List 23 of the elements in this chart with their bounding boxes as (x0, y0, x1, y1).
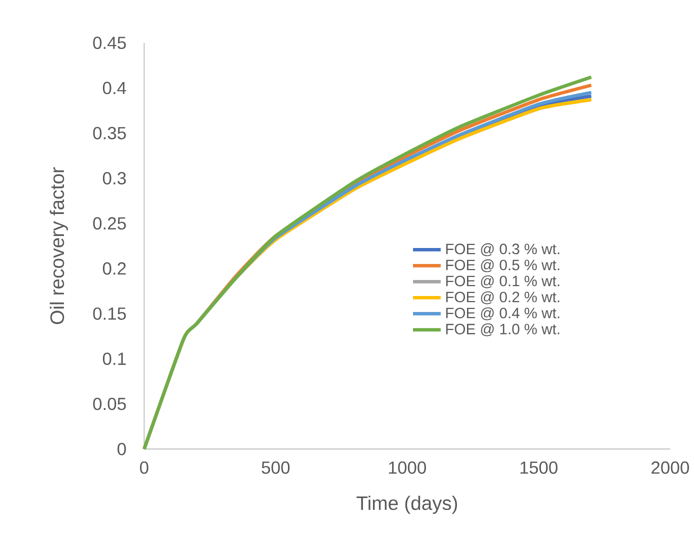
x-tick-label: 500 (262, 461, 290, 474)
y-tick-label: 0.2 (102, 262, 126, 275)
y-tick-label: 0.25 (93, 217, 126, 230)
x-tick-label: 2000 (652, 461, 689, 474)
y-tick-label: 0.15 (93, 307, 126, 320)
x-tick-label: 1000 (389, 461, 426, 474)
y-tick-label: 0.45 (93, 36, 126, 49)
x-axis-title: Time (days) (356, 496, 457, 514)
y-tick-label: 0.3 (102, 172, 126, 184)
x-tick-label: 1500 (520, 461, 558, 474)
legend-label: FOE @ 0.2 % wt. (446, 291, 560, 304)
y-tick-label: 0.35 (93, 126, 126, 140)
x-tick-label: 0 (140, 461, 148, 474)
legend-label: FOE @ 1.0 % wt. (446, 323, 560, 336)
legend-label: FOE @ 0.1 % wt. (446, 275, 560, 288)
legend-label: FOE @ 0.5 % wt. (446, 259, 560, 272)
y-tick-label: 0.4 (102, 82, 126, 94)
legend-label: FOE @ 0.3 % wt. (446, 243, 560, 256)
y-tick-label: 0.1 (102, 352, 126, 365)
y-tick-label: 0.05 (93, 398, 126, 410)
y-axis-title: Oil recovery factor (50, 167, 68, 324)
legend-label: FOE @ 0.4 % wt. (446, 307, 560, 320)
y-tick-label: 0 (118, 442, 126, 456)
